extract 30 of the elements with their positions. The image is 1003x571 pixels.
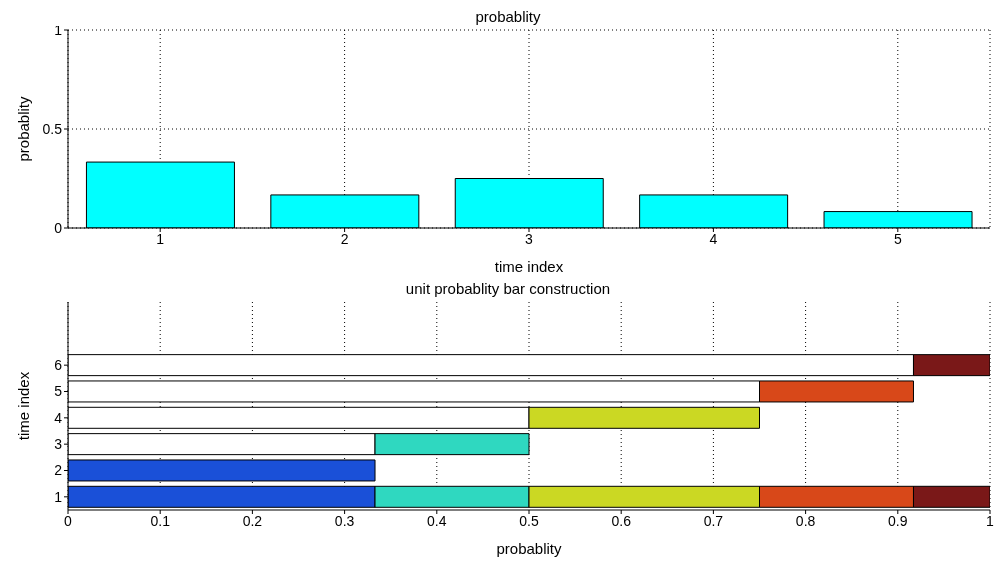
x-tick-label: 0.4 — [427, 512, 447, 529]
x-tick-label: 2 — [340, 230, 349, 247]
x-axis-title: time index — [494, 258, 564, 275]
x-tick-label: 0.1 — [150, 512, 171, 529]
x-tick-label: 1 — [156, 230, 165, 247]
x-tick-label: 0.9 — [888, 512, 908, 529]
y-tick-label: 4 — [54, 409, 63, 426]
x-tick-label: 0.7 — [703, 512, 724, 529]
chart-title: unit probablity bar construction — [404, 280, 612, 298]
y-axis-title: time index — [15, 371, 33, 441]
x-axis-title: probablity — [496, 540, 563, 557]
y-tick-label: 2 — [54, 462, 63, 479]
x-tick-label: 3 — [525, 230, 534, 247]
x-tick-label: 0.2 — [242, 512, 263, 529]
x-tick-label: 0.6 — [611, 512, 632, 529]
y-tick-label: 1 — [54, 21, 63, 38]
y-tick-label: 5 — [54, 383, 63, 400]
x-tick-label: 4 — [709, 230, 718, 247]
y-axis-title: probablity — [15, 95, 33, 162]
y-tick-label: 0 — [54, 219, 63, 236]
y-tick-label: 3 — [54, 436, 63, 453]
y-tick-label: 1 — [54, 488, 63, 505]
y-tick-label: 0.5 — [42, 120, 63, 137]
x-tick-label: 0.8 — [795, 512, 816, 529]
chart-title: probablity — [475, 8, 541, 25]
y-tick-label: 6 — [54, 357, 63, 374]
x-tick-label: 0.5 — [519, 512, 539, 529]
x-tick-label: 1 — [986, 512, 995, 529]
x-tick-label: 5 — [893, 230, 902, 247]
x-tick-label: 0.3 — [334, 512, 355, 529]
